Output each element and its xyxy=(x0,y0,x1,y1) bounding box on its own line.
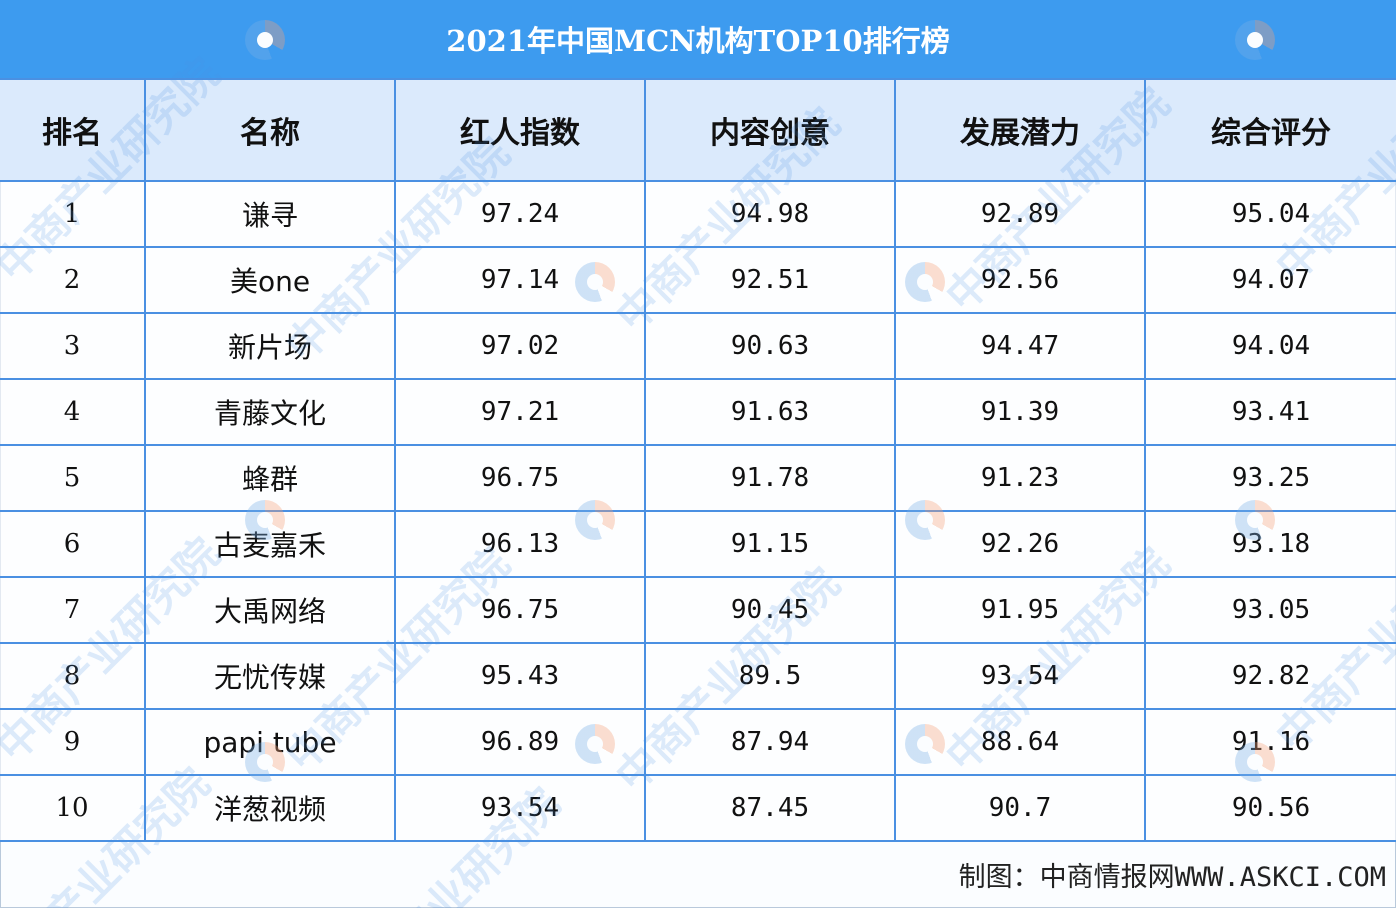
content-creativity-cell: 89.5 xyxy=(644,642,896,710)
growth-potential-cell: 91.39 xyxy=(894,378,1146,446)
influencer-index-cell: 96.75 xyxy=(394,576,646,644)
overall-score-cell: 94.04 xyxy=(1144,312,1396,380)
table-row: 3 新片场 97.02 90.63 94.47 94.04 xyxy=(0,312,1396,380)
content-creativity-cell: 90.45 xyxy=(644,576,896,644)
name-cell: papi tube xyxy=(144,708,396,776)
overall-score-cell: 90.56 xyxy=(1144,774,1396,842)
growth-potential-cell: 88.64 xyxy=(894,708,1146,776)
header-overall-score: 综合评分 xyxy=(1144,78,1396,182)
growth-potential-cell: 92.26 xyxy=(894,510,1146,578)
rank-cell: 5 xyxy=(0,444,146,512)
influencer-index-cell: 97.21 xyxy=(394,378,646,446)
name-cell: 新片场 xyxy=(144,312,396,380)
table-row: 5 蜂群 96.75 91.78 91.23 93.25 xyxy=(0,444,1396,512)
overall-score-cell: 93.41 xyxy=(1144,378,1396,446)
source-credit: 制图：中商情报网WWW.ASKCI.COM xyxy=(959,852,1386,896)
content-creativity-cell: 94.98 xyxy=(644,180,896,248)
growth-potential-cell: 94.47 xyxy=(894,312,1146,380)
table-row: 2 美one 97.14 92.51 92.56 94.07 xyxy=(0,246,1396,314)
source-text: 制图：中商情报网WWW.ASKCI.COM xyxy=(958,861,1386,893)
table-row: 9 papi tube 96.89 87.94 88.64 91.16 xyxy=(0,708,1396,776)
header-row: 排名 名称 红人指数 内容创意 发展潜力 综合评分 xyxy=(0,78,1396,182)
growth-potential-cell: 92.56 xyxy=(894,246,1146,314)
table-row: 10 洋葱视频 93.54 87.45 90.7 90.56 xyxy=(0,774,1396,842)
overall-score-cell: 91.16 xyxy=(1144,708,1396,776)
overall-score-cell: 95.04 xyxy=(1144,180,1396,248)
ranking-table: 排名 名称 红人指数 内容创意 发展潜力 综合评分 1 谦寻 97.24 94.… xyxy=(0,78,1396,842)
content-creativity-cell: 87.94 xyxy=(644,708,896,776)
influencer-index-cell: 95.43 xyxy=(394,642,646,710)
rank-cell: 7 xyxy=(0,576,146,644)
header-rank: 排名 xyxy=(0,78,146,182)
influencer-index-cell: 96.75 xyxy=(394,444,646,512)
figure-title: 2021年中国MCN机构TOP10排行榜 xyxy=(0,0,1396,78)
growth-potential-cell: 92.89 xyxy=(894,180,1146,248)
name-cell: 谦寻 xyxy=(144,180,396,248)
overall-score-cell: 93.18 xyxy=(1144,510,1396,578)
rank-cell: 2 xyxy=(0,246,146,314)
growth-potential-cell: 90.7 xyxy=(894,774,1146,842)
growth-potential-cell: 91.95 xyxy=(894,576,1146,644)
table-row: 7 大禹网络 96.75 90.45 91.95 93.05 xyxy=(0,576,1396,644)
rank-cell: 4 xyxy=(0,378,146,446)
rank-cell: 6 xyxy=(0,510,146,578)
influencer-index-cell: 97.14 xyxy=(394,246,646,314)
content-creativity-cell: 87.45 xyxy=(644,774,896,842)
influencer-index-cell: 96.13 xyxy=(394,510,646,578)
influencer-index-cell: 93.54 xyxy=(394,774,646,842)
growth-potential-cell: 93.54 xyxy=(894,642,1146,710)
header-influencer-index: 红人指数 xyxy=(394,78,646,182)
name-cell: 古麦嘉禾 xyxy=(144,510,396,578)
name-cell: 大禹网络 xyxy=(144,576,396,644)
table-row: 8 无忧传媒 95.43 89.5 93.54 92.82 xyxy=(0,642,1396,710)
growth-potential-cell: 91.23 xyxy=(894,444,1146,512)
overall-score-cell: 92.82 xyxy=(1144,642,1396,710)
overall-score-cell: 94.07 xyxy=(1144,246,1396,314)
rank-cell: 3 xyxy=(0,312,146,380)
rank-cell: 1 xyxy=(0,180,146,248)
header-content-creativity: 内容创意 xyxy=(644,78,896,182)
content-creativity-cell: 91.63 xyxy=(644,378,896,446)
name-cell: 青藤文化 xyxy=(144,378,396,446)
influencer-index-cell: 97.24 xyxy=(394,180,646,248)
overall-score-cell: 93.05 xyxy=(1144,576,1396,644)
name-cell: 洋葱视频 xyxy=(144,774,396,842)
table-row: 1 谦寻 97.24 94.98 92.89 95.04 xyxy=(0,180,1396,248)
influencer-index-cell: 96.89 xyxy=(394,708,646,776)
overall-score-cell: 93.25 xyxy=(1144,444,1396,512)
name-cell: 蜂群 xyxy=(144,444,396,512)
header-name: 名称 xyxy=(144,78,396,182)
table-row: 4 青藤文化 97.21 91.63 91.39 93.41 xyxy=(0,378,1396,446)
header-growth-potential: 发展潜力 xyxy=(894,78,1146,182)
content-creativity-cell: 91.15 xyxy=(644,510,896,578)
name-cell: 无忧传媒 xyxy=(144,642,396,710)
table-row: 6 古麦嘉禾 96.13 91.15 92.26 93.18 xyxy=(0,510,1396,578)
content-creativity-cell: 90.63 xyxy=(644,312,896,380)
influencer-index-cell: 97.02 xyxy=(394,312,646,380)
rank-cell: 10 xyxy=(0,774,146,842)
rank-cell: 8 xyxy=(0,642,146,710)
content-creativity-cell: 92.51 xyxy=(644,246,896,314)
name-cell: 美one xyxy=(144,246,396,314)
rank-cell: 9 xyxy=(0,708,146,776)
title-text: 2021年中国MCN机构TOP10排行榜 xyxy=(446,24,950,58)
content-creativity-cell: 91.78 xyxy=(644,444,896,512)
